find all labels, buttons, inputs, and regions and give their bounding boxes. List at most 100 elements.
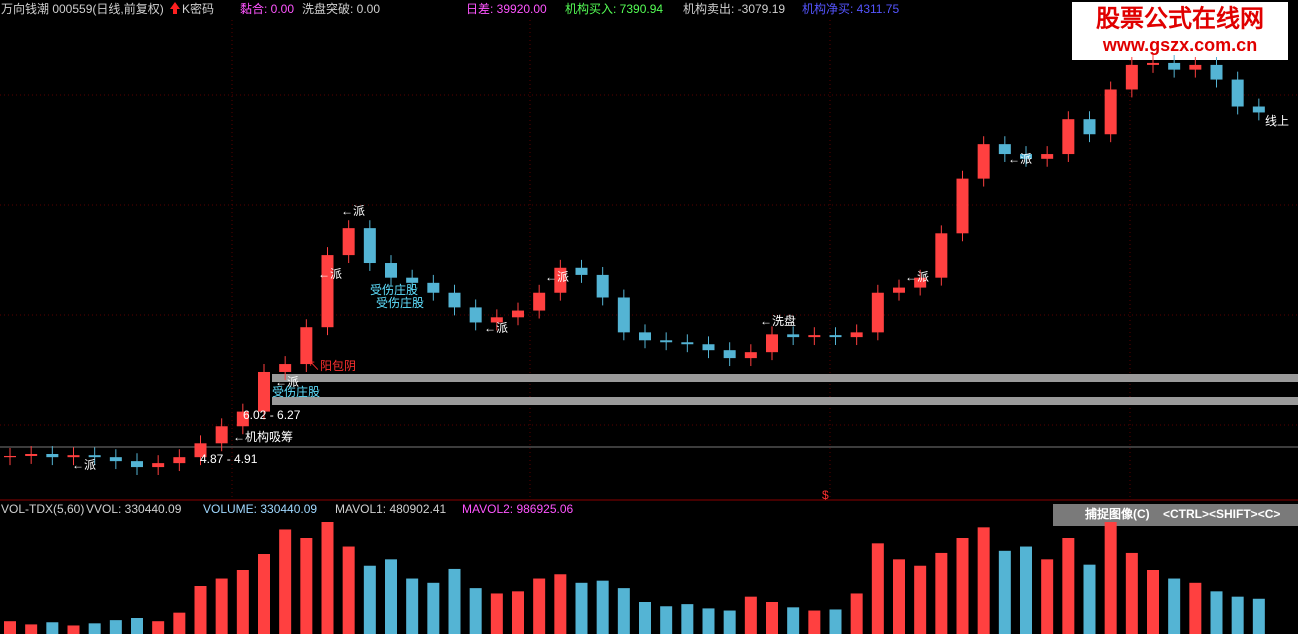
volume-bar <box>406 578 419 634</box>
band <box>272 397 1298 405</box>
volume-item: VOLUME: 330440.09 <box>203 502 317 516</box>
header-item: 机构卖出: -3079.19 <box>683 1 785 16</box>
candle-body <box>766 334 778 353</box>
candle-body <box>1252 106 1265 113</box>
candle-body <box>702 344 715 351</box>
candle-body <box>88 455 101 458</box>
annotation: ↖阳包阴 <box>308 359 356 373</box>
volume-bar <box>956 538 969 634</box>
candle-body <box>808 335 821 338</box>
candle-body <box>744 352 757 359</box>
annotations: ←派 ←派 ←派 ←派 ←派 ←派 ←派 ←派 ←洗盘 ↖阳包阴 受伤庄股 受伤… <box>72 114 1289 502</box>
candles <box>4 55 1265 475</box>
volume-bar <box>596 580 609 634</box>
volume-bar <box>808 610 821 634</box>
volume-bar <box>152 621 165 634</box>
grid <box>0 20 1298 500</box>
volume-bar <box>850 593 863 634</box>
annotation: ←派 <box>905 270 929 284</box>
volume-bar <box>67 625 80 634</box>
arrow-icon <box>170 2 180 14</box>
candle-body <box>787 334 800 338</box>
candle-body <box>977 144 990 179</box>
candle-body <box>956 178 969 234</box>
button-bg[interactable] <box>1053 504 1298 526</box>
capture-button[interactable]: 捕捉图像(C) <CTRL><SHIFT><C> <box>1053 504 1298 526</box>
volume-bar <box>236 570 249 634</box>
watermark-url: www.gszx.com.cn <box>1102 35 1257 55</box>
volume-bar <box>1189 582 1202 634</box>
candle-body <box>871 292 884 333</box>
candle-body <box>639 332 651 341</box>
candle-body <box>914 277 927 288</box>
candle-body <box>617 297 630 333</box>
candle-body <box>363 228 376 264</box>
k-code[interactable]: K密码 <box>182 1 214 16</box>
candle-body <box>152 463 165 468</box>
candle-body <box>448 292 461 308</box>
volume-bar <box>342 546 355 634</box>
volume-bar <box>1083 564 1096 634</box>
annotation: $ <box>822 488 829 502</box>
volume-bar <box>871 543 884 634</box>
candle-body <box>4 455 16 458</box>
candle-body <box>1125 64 1138 90</box>
button-shortcut[interactable]: <CTRL><SHIFT><C> <box>1163 507 1280 521</box>
annotation: ←派 <box>545 270 569 284</box>
candle-body <box>173 457 186 464</box>
volume-bar <box>215 578 228 634</box>
candle-body <box>194 443 207 458</box>
indicator-name: VOL-TDX(5,60) <box>1 502 84 516</box>
volume-bar <box>660 606 673 634</box>
volume-bar <box>766 602 778 634</box>
volume-bar <box>194 586 207 634</box>
candle-body <box>490 317 503 323</box>
volume-bar <box>448 568 461 634</box>
volume-bar <box>300 538 313 634</box>
candle-body <box>25 454 38 456</box>
volume-bar <box>88 623 101 634</box>
candle-body <box>279 364 292 372</box>
candle-body <box>575 267 588 275</box>
candle-body <box>469 307 482 323</box>
volume-bar <box>681 604 694 634</box>
annotation: 4.87 - 4.91 <box>200 452 258 466</box>
candle-body <box>829 335 842 338</box>
volume-bar <box>533 578 546 634</box>
volume-bar <box>1041 559 1054 634</box>
annotation: 6.02 - 6.27 <box>243 408 301 422</box>
annotation: ←派 <box>341 204 365 218</box>
volume-bar <box>787 607 800 634</box>
volume-bar <box>46 622 59 634</box>
volume-item: VVOL: 330440.09 <box>86 502 182 516</box>
candle-body <box>109 457 122 462</box>
candle-body <box>342 228 355 256</box>
annotation: 线上 <box>1265 114 1289 128</box>
candle-body <box>554 267 567 293</box>
candle-body <box>406 277 419 283</box>
candle-body <box>1020 154 1032 159</box>
candle-body <box>258 371 270 412</box>
watermark-title: 股票公式在线网 <box>1096 4 1264 32</box>
volume-bar <box>1231 596 1244 634</box>
stock-title: 万向钱潮 000559(日线,前复权) <box>1 1 164 16</box>
volume-bar <box>1168 578 1181 634</box>
volume-bar <box>173 612 186 634</box>
volume-bar <box>893 559 905 634</box>
header-item: 机构买入: 7390.94 <box>565 1 663 16</box>
volume-bar <box>321 522 334 634</box>
button-label[interactable]: 捕捉图像(C) <box>1085 506 1150 521</box>
candle-body <box>660 340 673 343</box>
candle-body <box>236 411 249 427</box>
candle-body <box>131 461 143 468</box>
candle-body <box>385 263 397 278</box>
volume-bar <box>131 618 143 634</box>
volume-bar <box>1062 538 1075 634</box>
candle-body <box>300 327 313 365</box>
candle-body <box>1147 62 1159 65</box>
candle-body <box>512 310 524 318</box>
annotation: ←派 <box>72 458 96 472</box>
candle-body <box>893 287 905 293</box>
volume-bar <box>617 588 630 634</box>
